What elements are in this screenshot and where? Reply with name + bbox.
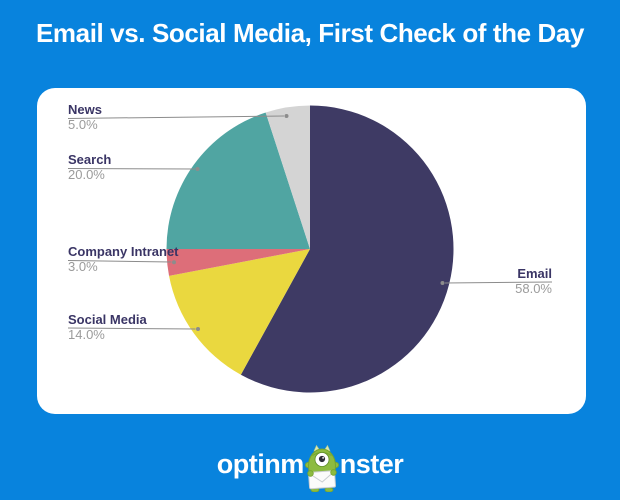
value-company-intranet: 3.0%: [68, 259, 98, 274]
pie-slice-social-media: [169, 249, 310, 375]
leader-dot-company-intranet: [172, 260, 176, 265]
leader-dot-search: [195, 167, 200, 171]
pie-slice-news: [265, 105, 310, 249]
pie-slices: [166, 105, 454, 393]
logo-text-left: optinm: [216, 448, 304, 479]
label-social-media: Social Media: [68, 312, 148, 327]
label-company-intranet: Company Intranet: [68, 244, 179, 259]
callout-news: News 5.0%: [67, 102, 289, 132]
leader-line-news: [67, 115, 285, 119]
leader-line-company-intranet: [67, 260, 172, 263]
optinmonster-logo: optinm nster: [0, 438, 620, 492]
value-search: 20.0%: [68, 167, 105, 182]
callout-search: Search 20.0%: [67, 152, 200, 182]
pie-slice-search: [166, 112, 310, 249]
label-search: Search: [68, 152, 111, 167]
value-social-media: 14.0%: [68, 327, 105, 342]
callout-social-media: Social Media 14.0%: [67, 312, 200, 342]
page-title: Email vs. Social Media, First Check of t…: [35, 18, 584, 48]
pie-chart: News 5.0% Search 20.0% Company Intranet …: [67, 102, 553, 393]
leader-dot-email: [440, 281, 445, 285]
pie-slice-email: [240, 105, 454, 393]
leader-line-email: [444, 281, 553, 284]
optinmonster-mascot-icon: [304, 444, 339, 492]
callout-email: Email 58.0%: [440, 266, 553, 296]
leader-dot-news: [284, 114, 289, 118]
leader-line-search: [67, 168, 196, 170]
label-email: Email: [517, 266, 552, 281]
pie-slice-company-intranet: [166, 249, 310, 276]
leader-line-social-media: [67, 327, 196, 330]
leader-dot-social-media: [196, 327, 200, 331]
logo-text-right: nster: [339, 448, 404, 479]
callout-company-intranet: Company Intranet 3.0%: [67, 244, 179, 274]
label-news: News: [68, 102, 102, 117]
value-email: 58.0%: [515, 281, 552, 296]
value-news: 5.0%: [68, 117, 98, 132]
chart-card: News 5.0% Search 20.0% Company Intranet …: [37, 88, 586, 414]
